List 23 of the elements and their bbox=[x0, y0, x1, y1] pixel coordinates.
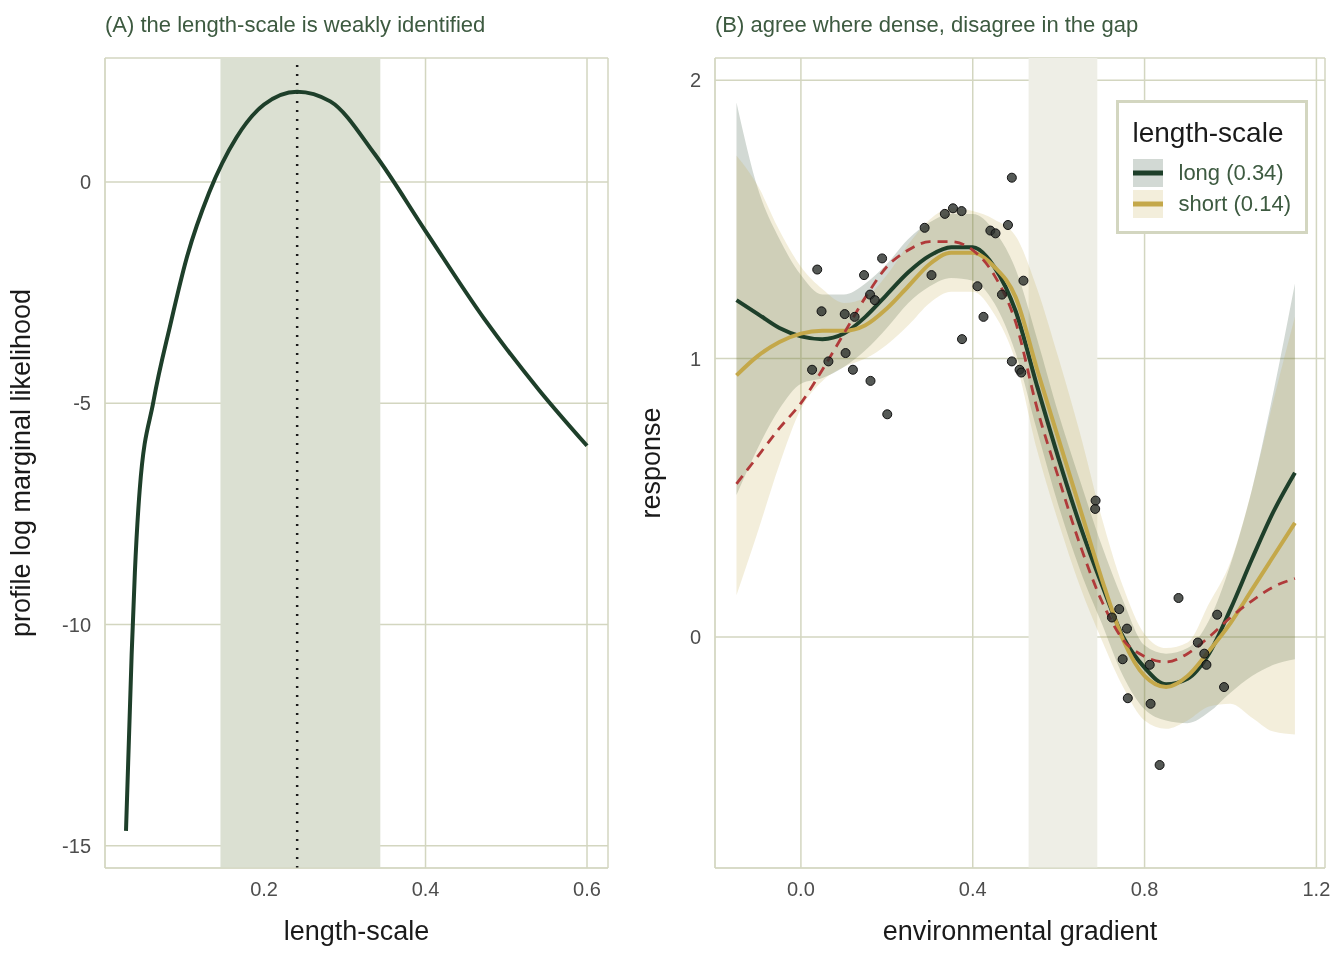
x-tick-label: 0.0 bbox=[787, 878, 815, 901]
x-tick-label: 0.4 bbox=[958, 878, 987, 901]
x-tick-label: 0.6 bbox=[573, 878, 601, 901]
y-tick-label: -15 bbox=[62, 834, 91, 857]
x-axis-title: length-scale bbox=[283, 916, 430, 946]
y-axis-title: profile log marginal likelihood bbox=[5, 288, 36, 638]
chart-title: (A) the length-scale is weakly identified bbox=[105, 12, 486, 38]
y-tick-label: -5 bbox=[73, 392, 91, 415]
x-tick-label: 0.8 bbox=[1130, 878, 1159, 901]
y-tick-label: 2 bbox=[689, 69, 701, 92]
y-tick-label: 0 bbox=[689, 626, 701, 649]
x-axis-title: environmental gradient bbox=[882, 916, 1158, 946]
x-tick-label: 1.2 bbox=[1302, 878, 1331, 901]
y-tick-label: 0 bbox=[79, 171, 91, 194]
legend-title: length-scale bbox=[1132, 117, 1285, 149]
legend-label: long (0.34) bbox=[1178, 159, 1284, 186]
legend-label: short (0.14) bbox=[1178, 190, 1291, 217]
x-tick-label: 0.2 bbox=[250, 878, 278, 901]
y-tick-label: 1 bbox=[689, 347, 701, 370]
y-axis-title: response bbox=[635, 407, 666, 519]
y-tick-label: -10 bbox=[62, 613, 91, 636]
chart-title: (B) agree where dense, disagree in the gap bbox=[715, 12, 1139, 38]
x-tick-label: 0.4 bbox=[411, 878, 440, 901]
